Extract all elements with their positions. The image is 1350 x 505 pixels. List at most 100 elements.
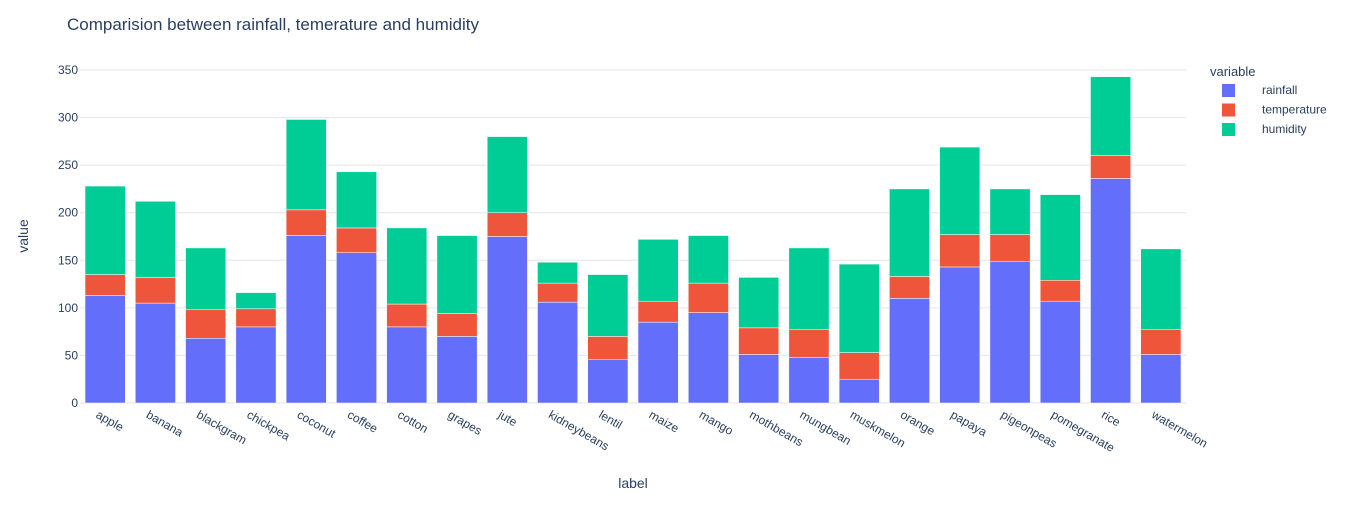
bar-humidity-blackgram[interactable] [185, 247, 227, 311]
bar-humidity-lentil[interactable] [587, 274, 629, 337]
bar-temperature-muskmelon[interactable] [838, 352, 880, 380]
y-tick-label: 300 [58, 111, 78, 125]
legend-label-humidity[interactable]: humidity [1262, 122, 1307, 136]
bar-humidity-mungbean[interactable] [788, 247, 830, 330]
bar-temperature-mango[interactable] [688, 282, 729, 313]
x-axis-title: label [618, 475, 648, 491]
legend-title: variable [1210, 64, 1256, 79]
bar-humidity-mango[interactable] [688, 235, 729, 284]
bar-temperature-maize[interactable] [637, 300, 679, 323]
legend-label-rainfall[interactable]: rainfall [1262, 83, 1297, 97]
bar-temperature-cotton[interactable] [386, 303, 428, 328]
bar-humidity-apple[interactable] [84, 185, 126, 275]
x-tick-label: apple [94, 407, 127, 434]
bar-humidity-coconut[interactable] [285, 119, 327, 211]
legend-swatch-rainfall[interactable] [1222, 84, 1235, 97]
y-tick-label: 50 [65, 348, 79, 362]
bar-temperature-banana[interactable] [135, 277, 176, 304]
legend-items: rainfall temperature humidity [1222, 83, 1327, 136]
bar-temperature-pigeonpeas[interactable] [989, 234, 1031, 262]
bar-rainfall-watermelon[interactable] [1140, 354, 1182, 404]
bar-humidity-banana[interactable] [135, 201, 176, 278]
bar-temperature-papaya[interactable] [939, 234, 981, 268]
bar-humidity-watermelon[interactable] [1140, 248, 1182, 330]
bar-temperature-coconut[interactable] [285, 209, 327, 236]
x-tick-label: watermelon [1148, 407, 1210, 451]
bar-humidity-chickpea[interactable] [235, 292, 277, 310]
bar-rainfall-muskmelon[interactable] [838, 378, 880, 404]
legend: variable rainfall temperature humidity [1210, 64, 1327, 136]
bar-rainfall-grapes[interactable] [436, 336, 478, 404]
bar-temperature-mothbeans[interactable] [738, 327, 780, 355]
bar-rainfall-rice[interactable] [1090, 178, 1131, 404]
bars [84, 76, 1182, 404]
x-tick-label: jute [495, 407, 520, 429]
bar-rainfall-pigeonpeas[interactable] [989, 260, 1031, 404]
bar-temperature-chickpea[interactable] [235, 308, 277, 328]
bar-humidity-grapes[interactable] [436, 235, 478, 314]
y-axis-ticks: 0 50 100 150 200 250 300 350 [58, 63, 78, 410]
bar-temperature-pomegranate[interactable] [1039, 280, 1081, 302]
bar-rainfall-blackgram[interactable] [185, 338, 227, 404]
bar-temperature-apple[interactable] [84, 274, 126, 296]
bar-rainfall-pomegranate[interactable] [1039, 300, 1081, 404]
x-tick-label: maize [647, 407, 682, 435]
x-tick-label: lentil [596, 407, 624, 431]
bar-rainfall-chickpea[interactable] [235, 326, 277, 404]
bar-temperature-orange[interactable] [889, 276, 930, 299]
bar-temperature-jute[interactable] [486, 212, 528, 237]
bar-humidity-pigeonpeas[interactable] [989, 188, 1031, 235]
bar-rainfall-jute[interactable] [486, 236, 528, 404]
bar-humidity-mothbeans[interactable] [738, 277, 780, 329]
bar-temperature-rice[interactable] [1090, 155, 1131, 179]
x-tick-label: mothbeans [747, 407, 805, 449]
bar-rainfall-mungbean[interactable] [788, 357, 830, 404]
bar-temperature-mungbean[interactable] [788, 329, 830, 358]
bar-humidity-muskmelon[interactable] [838, 263, 880, 353]
bar-temperature-grapes[interactable] [436, 313, 478, 337]
legend-swatch-humidity[interactable] [1222, 123, 1235, 136]
bar-rainfall-kidneybeans[interactable] [537, 301, 578, 404]
bar-humidity-maize[interactable] [637, 239, 679, 302]
x-tick-label: coconut [295, 407, 339, 440]
bar-temperature-kidneybeans[interactable] [537, 282, 578, 303]
x-tick-label: mango [697, 407, 736, 438]
bar-rainfall-orange[interactable] [889, 298, 930, 404]
y-axis-title: value [15, 219, 31, 253]
bar-rainfall-banana[interactable] [135, 302, 176, 404]
bar-humidity-coffee[interactable] [336, 171, 377, 229]
bar-humidity-rice[interactable] [1090, 76, 1131, 156]
bar-rainfall-apple[interactable] [84, 295, 126, 404]
bar-rainfall-coconut[interactable] [285, 235, 327, 404]
x-tick-label: papaya [948, 407, 989, 439]
bar-rainfall-cotton[interactable] [386, 326, 428, 404]
legend-swatch-temperature[interactable] [1222, 103, 1235, 117]
bar-rainfall-lentil[interactable] [587, 358, 629, 404]
bar-humidity-papaya[interactable] [939, 146, 981, 235]
bar-humidity-kidneybeans[interactable] [537, 261, 578, 284]
legend-label-temperature[interactable]: temperature [1262, 103, 1327, 117]
bar-rainfall-mango[interactable] [688, 312, 729, 404]
bar-humidity-orange[interactable] [889, 188, 930, 277]
x-tick-label: cotton [395, 407, 430, 435]
bar-temperature-coffee[interactable] [336, 227, 377, 253]
bar-temperature-watermelon[interactable] [1140, 329, 1182, 355]
y-tick-label: 200 [58, 206, 78, 220]
bar-rainfall-mothbeans[interactable] [738, 354, 780, 404]
y-tick-label: 100 [58, 301, 78, 315]
x-tick-label: blackgram [194, 407, 249, 447]
bar-humidity-cotton[interactable] [386, 227, 428, 305]
bar-temperature-lentil[interactable] [587, 336, 629, 360]
bar-rainfall-coffee[interactable] [336, 252, 377, 404]
bar-rainfall-maize[interactable] [637, 321, 679, 404]
bar-humidity-pomegranate[interactable] [1039, 194, 1081, 281]
bar-humidity-jute[interactable] [486, 136, 528, 213]
x-tick-label: grapes [446, 407, 485, 437]
x-tick-label: rice [1099, 407, 1123, 429]
bar-temperature-blackgram[interactable] [185, 309, 227, 339]
x-tick-label: muskmelon [848, 407, 908, 450]
x-tick-label: coffee [345, 407, 380, 436]
bar-rainfall-papaya[interactable] [939, 266, 981, 404]
